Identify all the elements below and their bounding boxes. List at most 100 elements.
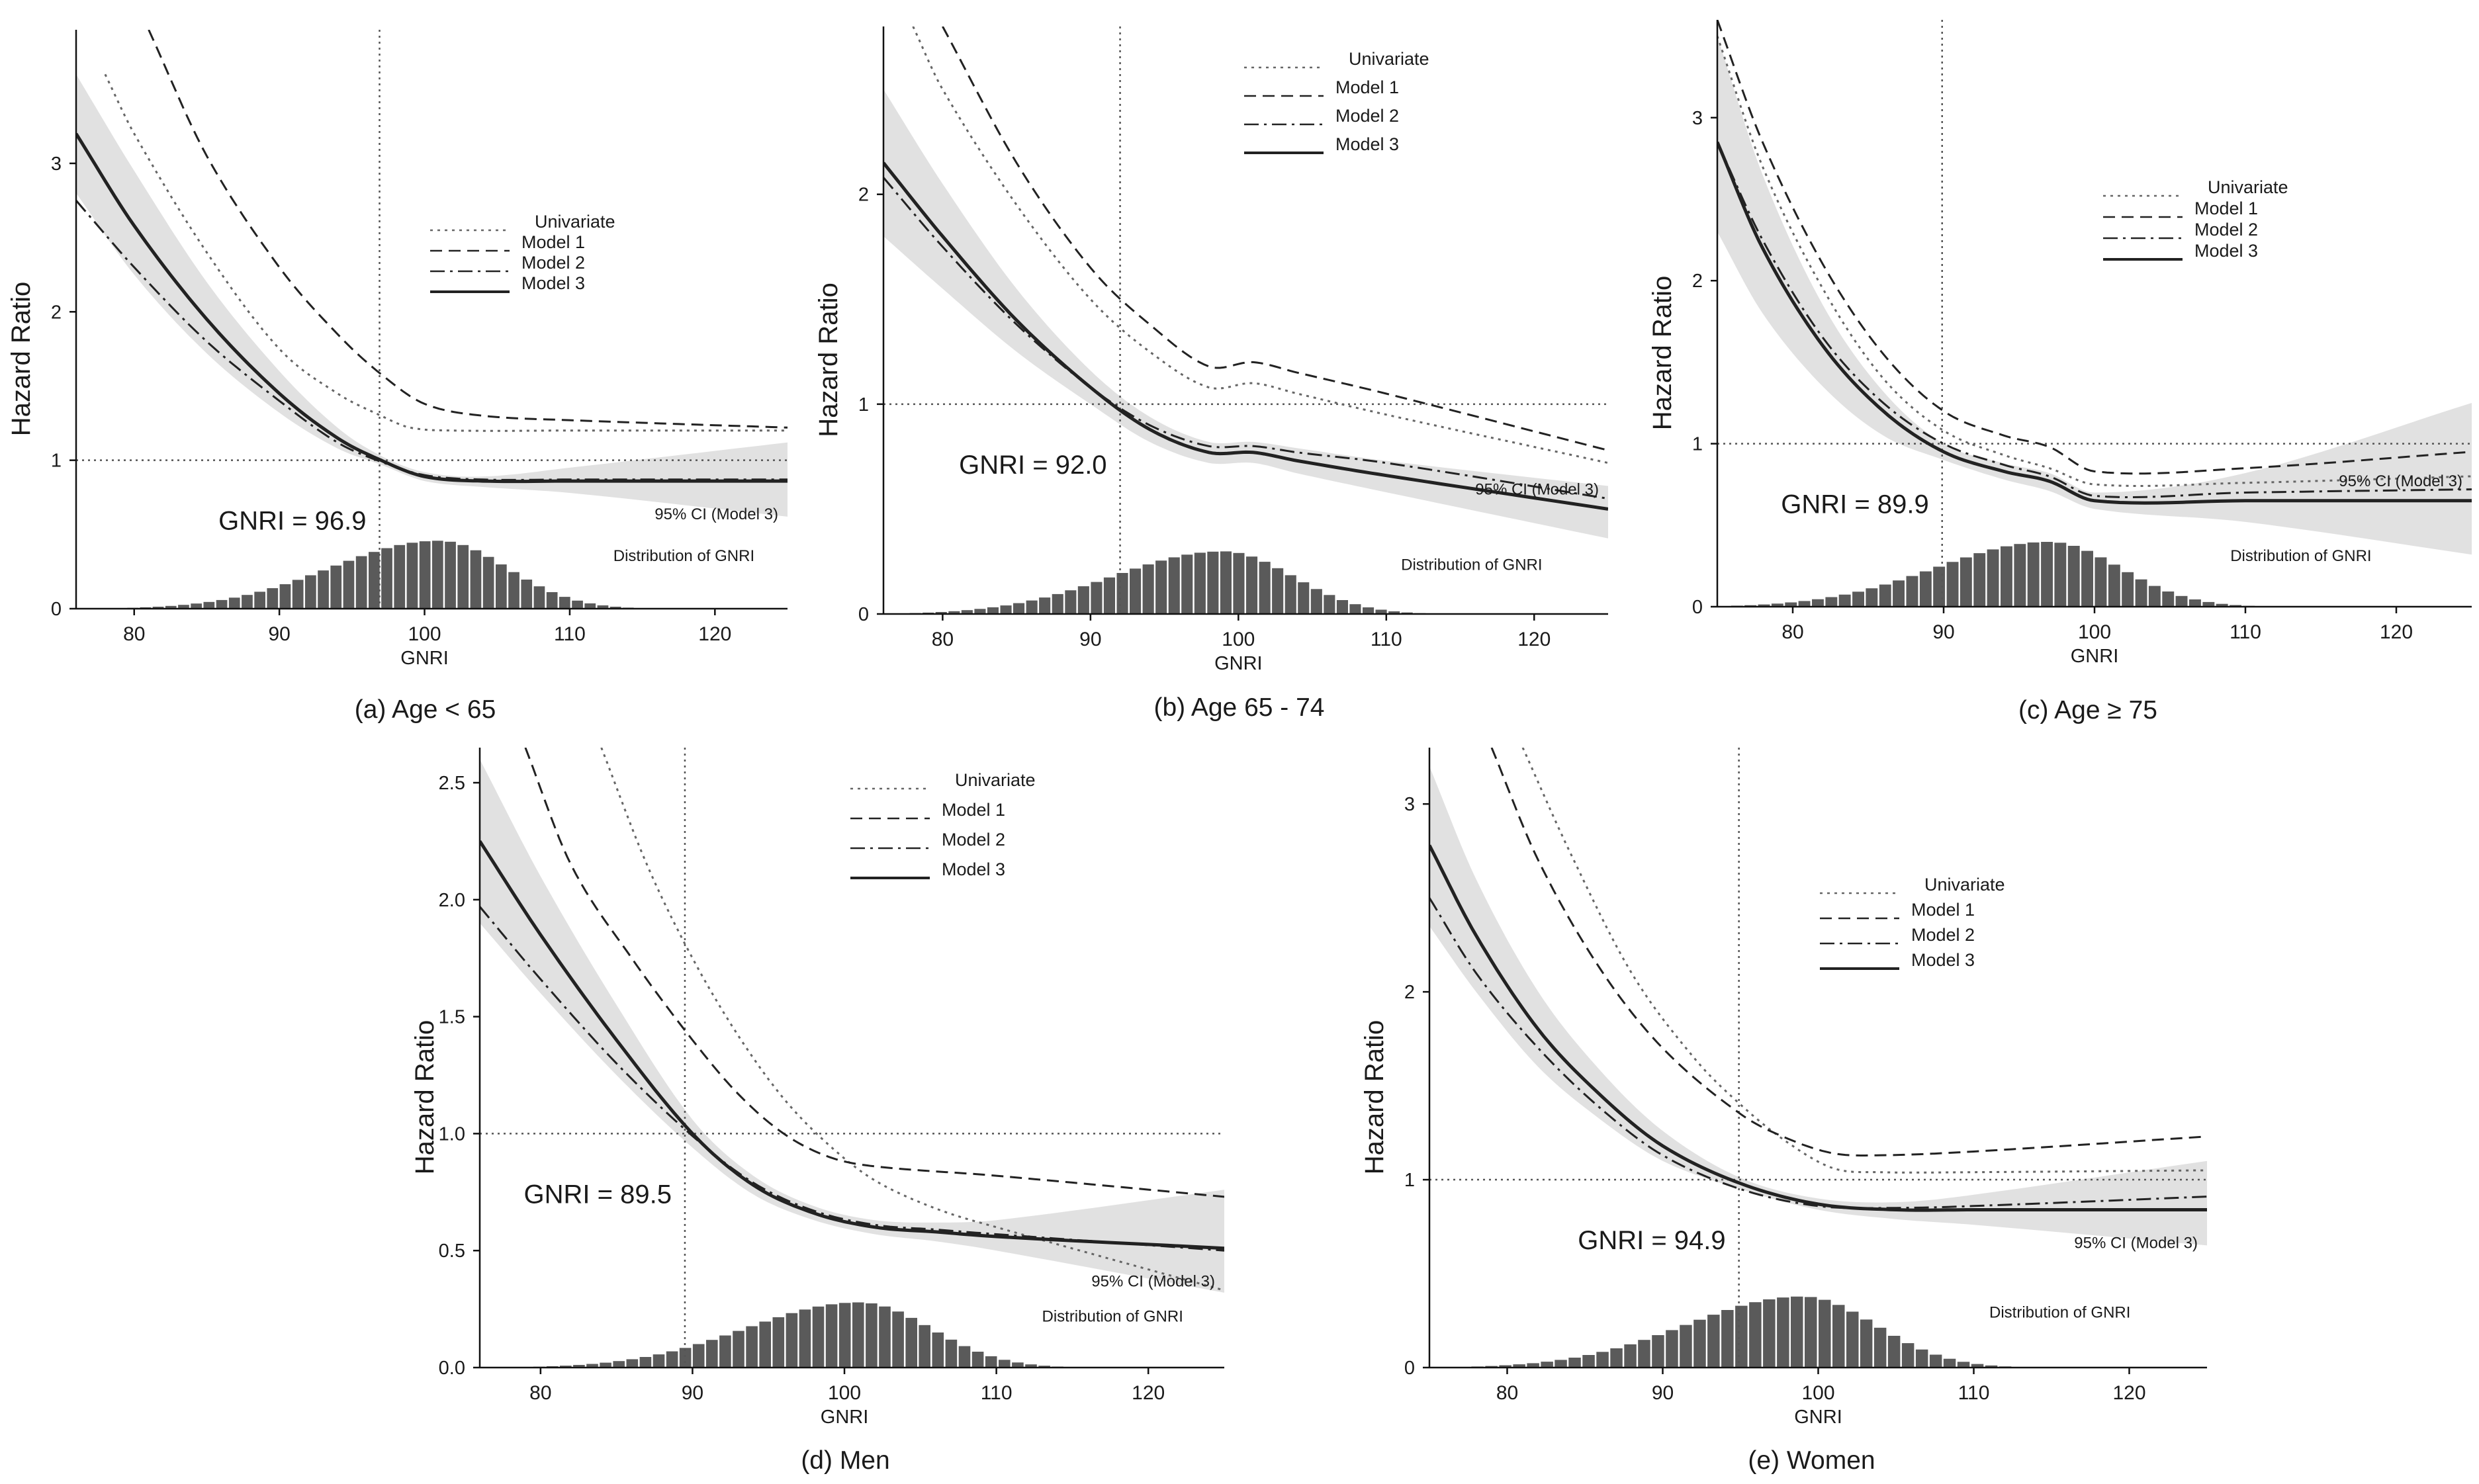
histogram-bar <box>1932 566 1946 607</box>
histogram-bar <box>609 606 622 609</box>
histogram-label: Distribution of GNRI <box>613 547 754 565</box>
histogram-bar <box>705 1339 719 1368</box>
x-tick-label: 110 <box>1958 1382 1990 1404</box>
histogram-bar <box>2094 556 2108 607</box>
histogram-bar <box>215 599 228 609</box>
curve-model-1 <box>1717 20 2472 475</box>
histogram-bar <box>1232 552 1245 614</box>
histogram-bar <box>891 1311 905 1368</box>
histogram-bar <box>304 574 317 609</box>
legend-label: Model 1 <box>1335 77 1399 97</box>
histogram-bar <box>1665 1329 1679 1368</box>
histogram-bar <box>241 594 253 609</box>
histogram-bar <box>1735 1305 1748 1368</box>
ci-label: 95% CI (Model 3) <box>1091 1273 1215 1291</box>
histogram-bar <box>625 1358 639 1368</box>
y-tick-label: 2 <box>1692 271 1703 292</box>
histogram-bar <box>1388 611 1401 614</box>
histogram-bar <box>2161 591 2175 607</box>
histogram-bar <box>203 601 216 609</box>
legend-label: Model 3 <box>1335 134 1399 154</box>
histogram-bar <box>1721 1309 1735 1368</box>
histogram-bar <box>2040 541 2054 607</box>
histogram-bar <box>368 551 381 609</box>
legend-label: Model 2 <box>1335 106 1399 126</box>
histogram-bar <box>508 571 520 609</box>
histogram-bar <box>905 1317 919 1368</box>
histogram-bar <box>971 1351 985 1368</box>
histogram-bar <box>1116 572 1129 614</box>
y-axis-label: Hazard Ratio <box>1648 276 1677 430</box>
x-tick-label: 110 <box>2230 621 2261 643</box>
y-tick-label: 2 <box>858 185 869 206</box>
x-tick-label: 90 <box>268 623 290 645</box>
cutoff-label: GNRI = 96.9 <box>218 507 366 536</box>
legend-label: Univariate <box>2208 177 2288 197</box>
histogram-bar <box>1335 599 1349 614</box>
histogram-bar <box>520 579 533 609</box>
histogram-bar <box>2107 564 2121 607</box>
histogram-bar <box>1748 1301 1762 1368</box>
ci-label: 95% CI (Model 3) <box>654 505 778 523</box>
histogram-bar <box>2067 545 2081 607</box>
histogram-bar <box>785 1312 799 1368</box>
y-tick-label: 0.0 <box>439 1358 465 1379</box>
histogram-bar <box>1959 556 1973 607</box>
histogram-bar <box>457 544 470 609</box>
x-tick-label: 100 <box>408 623 441 645</box>
legend-label: Model 1 <box>1911 900 1975 920</box>
histogram-bar <box>444 541 457 609</box>
legend: Univariate Model 1 Model 2 Model 3 <box>1820 875 2005 970</box>
histogram-bar <box>584 603 597 609</box>
histogram-bar <box>1986 548 2000 607</box>
histogram-bar <box>596 605 609 609</box>
histogram-bar <box>545 591 559 609</box>
histogram-bar <box>1038 597 1052 614</box>
x-tick-label: 80 <box>1496 1382 1518 1404</box>
histogram-bar <box>533 586 546 609</box>
plot-area-c <box>1717 20 2472 607</box>
histogram-bar <box>1323 594 1336 614</box>
x-tick-label: 80 <box>123 623 145 645</box>
curve-model-3 <box>1717 141 2472 505</box>
histogram-bar <box>291 579 304 609</box>
x-tick-label: 80 <box>1781 621 1803 643</box>
x-tick-label: 120 <box>1132 1382 1165 1404</box>
histogram-bar <box>678 1347 692 1368</box>
panel-caption: (e) Women <box>1748 1446 1875 1475</box>
histogram-bar <box>228 597 241 609</box>
plot-area-b <box>883 26 1608 614</box>
y-tick-label: 3 <box>51 153 62 175</box>
curve-model-3 <box>883 161 1608 511</box>
ci-label: 95% CI (Model 3) <box>1475 480 1599 498</box>
histogram-bar <box>1512 1364 1526 1368</box>
legend-label: Univariate <box>1924 875 2005 895</box>
histogram-bar <box>1915 1348 1929 1368</box>
y-axis-label: Hazard Ratio <box>1360 1020 1389 1174</box>
histogram-bar <box>1901 1342 1915 1368</box>
histogram-bar <box>559 1365 572 1368</box>
histogram-bar <box>1651 1334 1665 1368</box>
histogram-bar <box>1349 603 1362 614</box>
histogram-bar <box>1852 591 1866 607</box>
x-tick-label: 120 <box>698 623 731 645</box>
x-tick-label: 110 <box>1371 629 1402 650</box>
panel-caption: (c) Age ≥ 75 <box>2018 696 2157 724</box>
x-tick-label: 120 <box>2112 1382 2145 1404</box>
histogram-bar <box>999 605 1013 614</box>
histogram-bar <box>139 606 152 609</box>
panel-caption: (d) Men <box>801 1446 889 1475</box>
histogram-label: Distribution of GNRI <box>1042 1308 1183 1326</box>
histogram-bar <box>1762 1298 1776 1368</box>
histogram-bar <box>758 1321 772 1368</box>
y-tick-label: 0.5 <box>439 1241 465 1262</box>
histogram-bar <box>1568 1357 1582 1368</box>
histogram-bar <box>495 564 508 609</box>
legend: Univariate Model 1 Model 2 Model 3 <box>1244 49 1429 154</box>
histogram-bar <box>2147 585 2161 607</box>
curve-model-1 <box>942 26 1608 452</box>
legend-label: Model 2 <box>2194 220 2258 240</box>
panel-caption: (a) Age < 65 <box>355 695 496 724</box>
x-axis-label: GNRI <box>821 1407 869 1428</box>
curve-model-2 <box>1429 897 2207 1209</box>
